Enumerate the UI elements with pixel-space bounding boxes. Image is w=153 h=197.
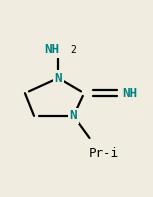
Text: Pr-i: Pr-i	[89, 147, 119, 160]
Text: N: N	[70, 110, 77, 122]
Text: 2: 2	[71, 45, 76, 55]
Text: NH: NH	[45, 44, 60, 57]
Text: N: N	[55, 72, 62, 85]
Text: NH: NH	[122, 87, 137, 100]
